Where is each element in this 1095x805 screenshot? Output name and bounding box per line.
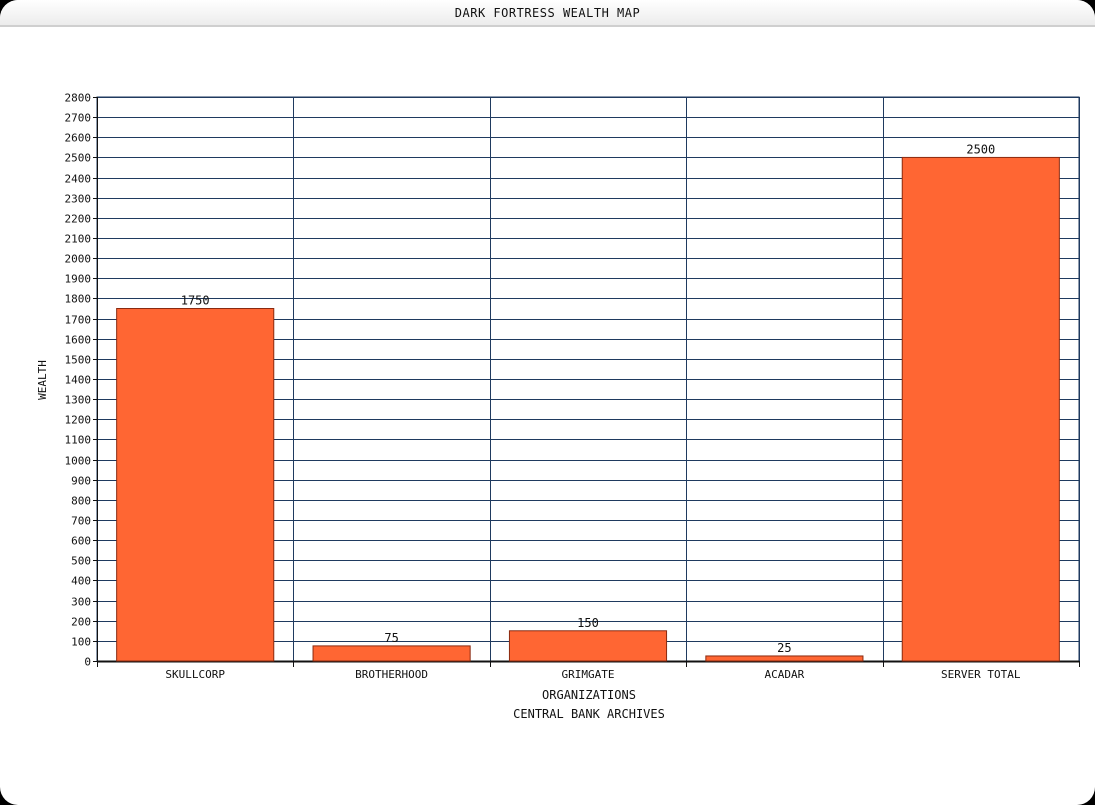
bar-value-label: 25 bbox=[777, 641, 791, 655]
y-tick-label: 0 bbox=[84, 656, 91, 669]
y-tick-label: 600 bbox=[71, 535, 91, 548]
bar bbox=[116, 308, 275, 662]
bar bbox=[705, 655, 864, 662]
x-tick-label: ACADAR bbox=[765, 668, 805, 681]
bar bbox=[312, 645, 471, 662]
window-title: DARK FORTRESS WEALTH MAP bbox=[454, 6, 641, 20]
y-tick-label: 900 bbox=[71, 475, 91, 488]
y-tick-label: 200 bbox=[71, 616, 91, 629]
y-tick-label: 2000 bbox=[65, 253, 92, 266]
y-tick-label: 1300 bbox=[65, 394, 92, 407]
y-tick-label: 1600 bbox=[65, 334, 92, 347]
bar-value-label: 1750 bbox=[181, 294, 210, 308]
title-bar: DARK FORTRESS WEALTH MAP bbox=[0, 0, 1095, 27]
y-tick-label: 800 bbox=[71, 495, 91, 508]
y-tick-label: 2200 bbox=[65, 213, 92, 226]
y-tick-label: 100 bbox=[71, 636, 91, 649]
y-tick-label: 2700 bbox=[65, 112, 92, 125]
y-tick-label: 1400 bbox=[65, 374, 92, 387]
chart-subtitle: CENTRAL BANK ARCHIVES bbox=[513, 707, 665, 721]
y-tick-label: 300 bbox=[71, 596, 91, 609]
y-axis-title: WEALTH bbox=[36, 360, 49, 400]
y-tick-label: 2500 bbox=[65, 152, 92, 165]
x-tick-label: GRIMGATE bbox=[562, 668, 615, 681]
bars bbox=[116, 156, 1060, 662]
y-tick-label: 2800 bbox=[65, 92, 92, 105]
bar bbox=[508, 630, 668, 662]
y-tick-label: 2300 bbox=[65, 193, 92, 206]
x-tick-label: SKULLCORP bbox=[165, 668, 225, 681]
x-tick-label: BROTHERHOOD bbox=[355, 668, 428, 681]
y-tick-label: 500 bbox=[71, 555, 91, 568]
bar-value-label: 150 bbox=[577, 616, 599, 630]
y-tick-label: 2100 bbox=[65, 233, 92, 246]
x-axis-title: ORGANIZATIONS bbox=[542, 688, 636, 702]
x-tick-label: SERVER TOTAL bbox=[941, 668, 1021, 681]
y-tick-label: 1700 bbox=[65, 314, 92, 327]
bar-value-label: 75 bbox=[384, 631, 398, 645]
y-tick-label: 1100 bbox=[65, 434, 92, 447]
y-tick-label: 700 bbox=[71, 515, 91, 528]
bar bbox=[901, 156, 1060, 662]
bar-value-label: 2500 bbox=[966, 142, 995, 156]
y-tick-label: 1200 bbox=[65, 414, 92, 427]
y-tick-label: 2600 bbox=[65, 132, 92, 145]
labels: 0 100 200 300 400 500 600 700 800 900 1000 1100 1200… bbox=[65, 92, 1021, 682]
y-tick-label: 2400 bbox=[65, 173, 92, 186]
y-tick-label: 1500 bbox=[65, 354, 92, 367]
y-tick-label: 1000 bbox=[65, 455, 92, 468]
y-tick-label: 400 bbox=[71, 575, 91, 588]
y-tick-label: 1800 bbox=[65, 293, 92, 306]
y-tick-label: 1900 bbox=[65, 273, 92, 286]
